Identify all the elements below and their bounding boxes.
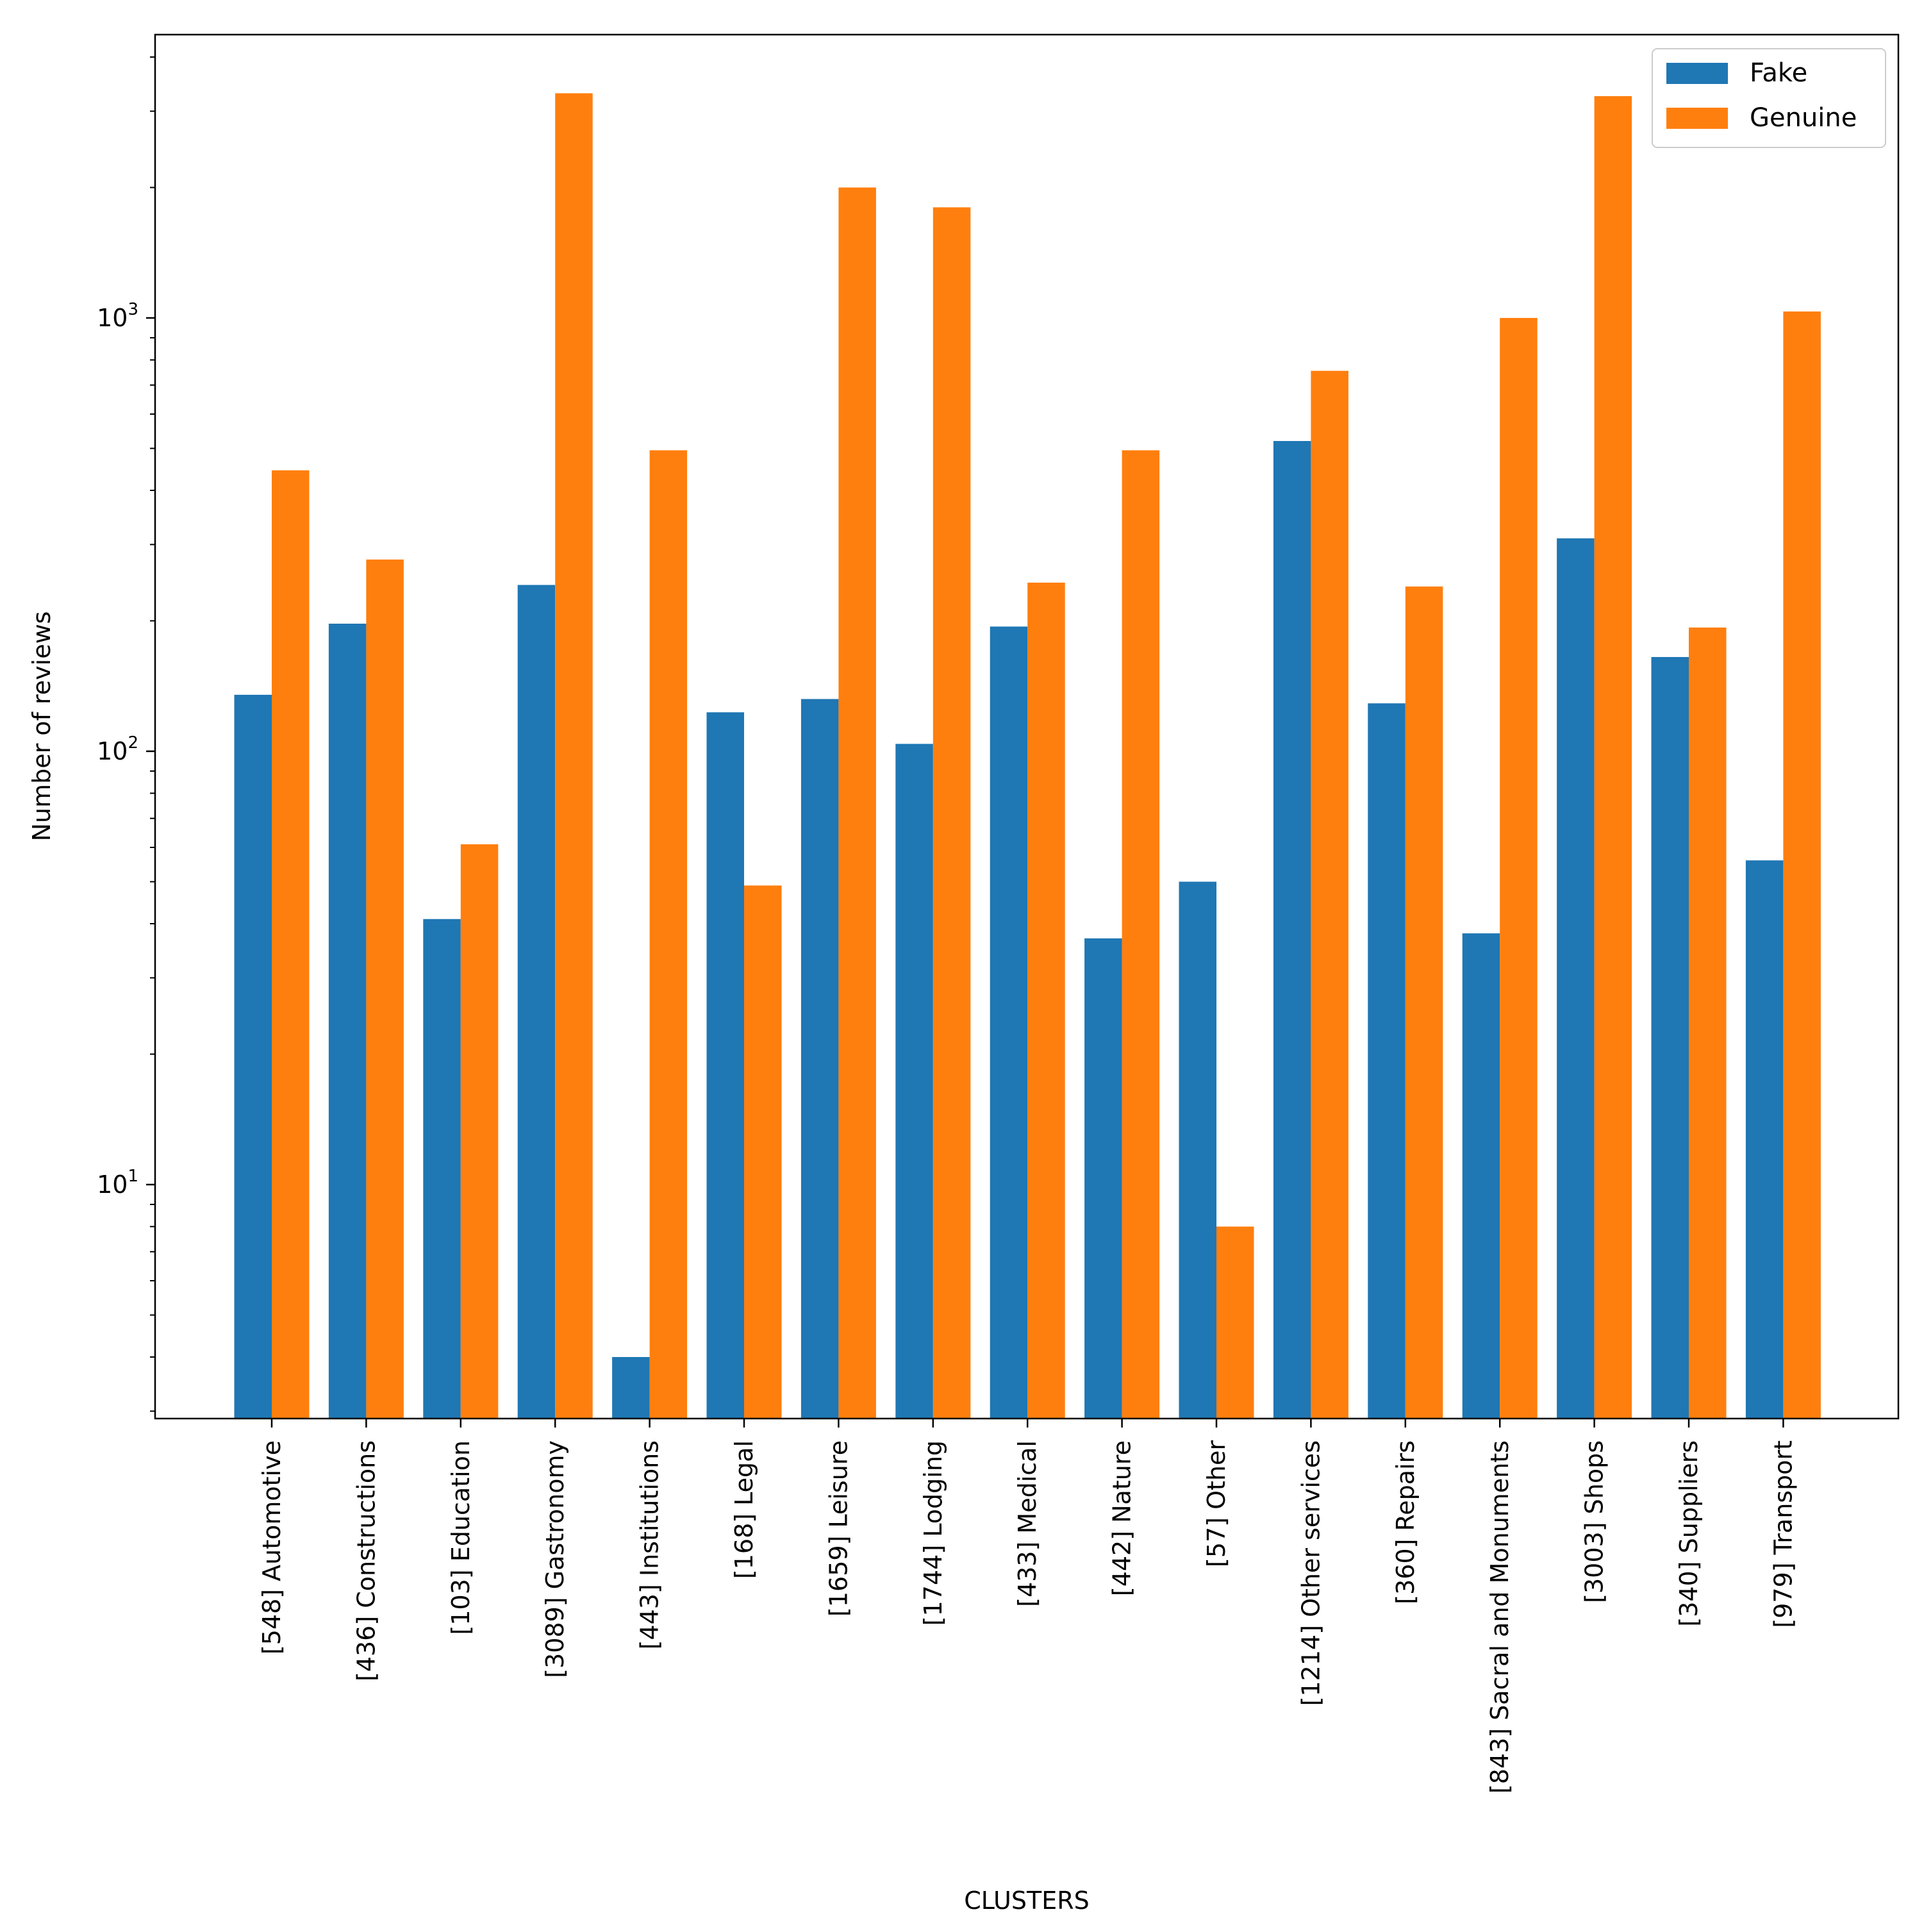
x-tick-label-8: [433] Medical <box>1013 1440 1041 1607</box>
bar-fake-5 <box>706 712 744 1419</box>
x-tick-label-4: [443] Institutions <box>636 1440 664 1649</box>
bar-genuine-2 <box>460 844 499 1419</box>
bar-fake-12 <box>1368 703 1406 1419</box>
bar-fake-8 <box>990 626 1028 1419</box>
bar-genuine-12 <box>1405 586 1443 1419</box>
bar-genuine-11 <box>1311 371 1348 1419</box>
x-tick-label-1: [436] Constructions <box>352 1440 380 1681</box>
bar-fake-15 <box>1651 656 1689 1419</box>
x-tick-label-14: [3003] Shops <box>1580 1440 1609 1603</box>
bar-fake-1 <box>328 623 367 1419</box>
bar-fake-11 <box>1273 440 1311 1419</box>
bar-fake-9 <box>1084 938 1122 1419</box>
x-tick-label-3: [3089] Gastronomy <box>541 1440 569 1678</box>
legend: Fake Genuine <box>1652 48 1886 148</box>
legend-swatch-genuine <box>1666 108 1728 129</box>
bar-genuine-6 <box>838 187 876 1419</box>
y-tick-label-1: 102 <box>97 733 138 765</box>
bar-fake-14 <box>1557 538 1595 1419</box>
legend-label-fake: Fake <box>1750 58 1807 88</box>
x-tick-label-2: [103] Education <box>447 1440 475 1635</box>
x-tick-label-7: [1744] Lodging <box>919 1440 947 1626</box>
bar-genuine-10 <box>1216 1226 1254 1419</box>
y-axis-label: Number of reviews <box>28 612 56 842</box>
plot-frame <box>154 33 1900 1420</box>
legend-swatch-fake <box>1666 63 1728 84</box>
bars-layer <box>234 93 1821 1419</box>
bar-fake-16 <box>1745 860 1784 1419</box>
x-tick-label-5: [168] Legal <box>730 1440 758 1579</box>
bar-genuine-0 <box>272 470 310 1419</box>
bar-fake-2 <box>423 919 461 1419</box>
x-tick-label-9: [442] Nature <box>1108 1440 1136 1596</box>
y-tick-label-2: 103 <box>97 300 138 332</box>
bar-genuine-4 <box>649 450 688 1419</box>
bar-genuine-14 <box>1594 96 1632 1419</box>
x-tick-label-12: [360] Repairs <box>1391 1440 1420 1604</box>
x-tick-label-15: [340] Suppliers <box>1675 1440 1703 1627</box>
x-tick-label-16: [979] Transport <box>1769 1440 1797 1628</box>
x-axis-label: CLUSTERS <box>964 1886 1090 1915</box>
y-axis-ticks: 101 102 103 <box>97 56 155 1412</box>
bar-fake-3 <box>517 585 556 1419</box>
bar-genuine-16 <box>1783 311 1821 1419</box>
x-tick-label-11: [1214] Other services <box>1297 1440 1325 1706</box>
x-tick-label-13: [843] Sacral and Monuments <box>1486 1440 1514 1794</box>
x-axis-ticks: [548] Automotive [436] Constructions [103]… <box>258 1419 1797 1794</box>
x-tick-label-6: [1659] Leisure <box>824 1440 852 1617</box>
bar-fake-0 <box>234 694 272 1419</box>
bar-fake-13 <box>1462 933 1500 1419</box>
bar-genuine-9 <box>1122 450 1160 1419</box>
bar-fake-6 <box>800 699 839 1419</box>
bar-genuine-15 <box>1689 627 1727 1419</box>
x-tick-label-0: [548] Automotive <box>258 1440 286 1654</box>
bar-genuine-13 <box>1500 318 1538 1419</box>
y-tick-label-0: 101 <box>97 1167 138 1199</box>
bar-genuine-3 <box>555 93 593 1419</box>
bar-genuine-7 <box>933 207 971 1419</box>
x-tick-label-10: [57] Other <box>1202 1440 1231 1567</box>
bar-fake-4 <box>612 1357 650 1419</box>
bar-genuine-1 <box>366 559 404 1419</box>
bar-genuine-5 <box>744 885 782 1419</box>
bar-fake-7 <box>895 744 933 1419</box>
bar-fake-10 <box>1179 881 1216 1419</box>
legend-label-genuine: Genuine <box>1750 103 1857 133</box>
bar-genuine-8 <box>1027 582 1065 1419</box>
